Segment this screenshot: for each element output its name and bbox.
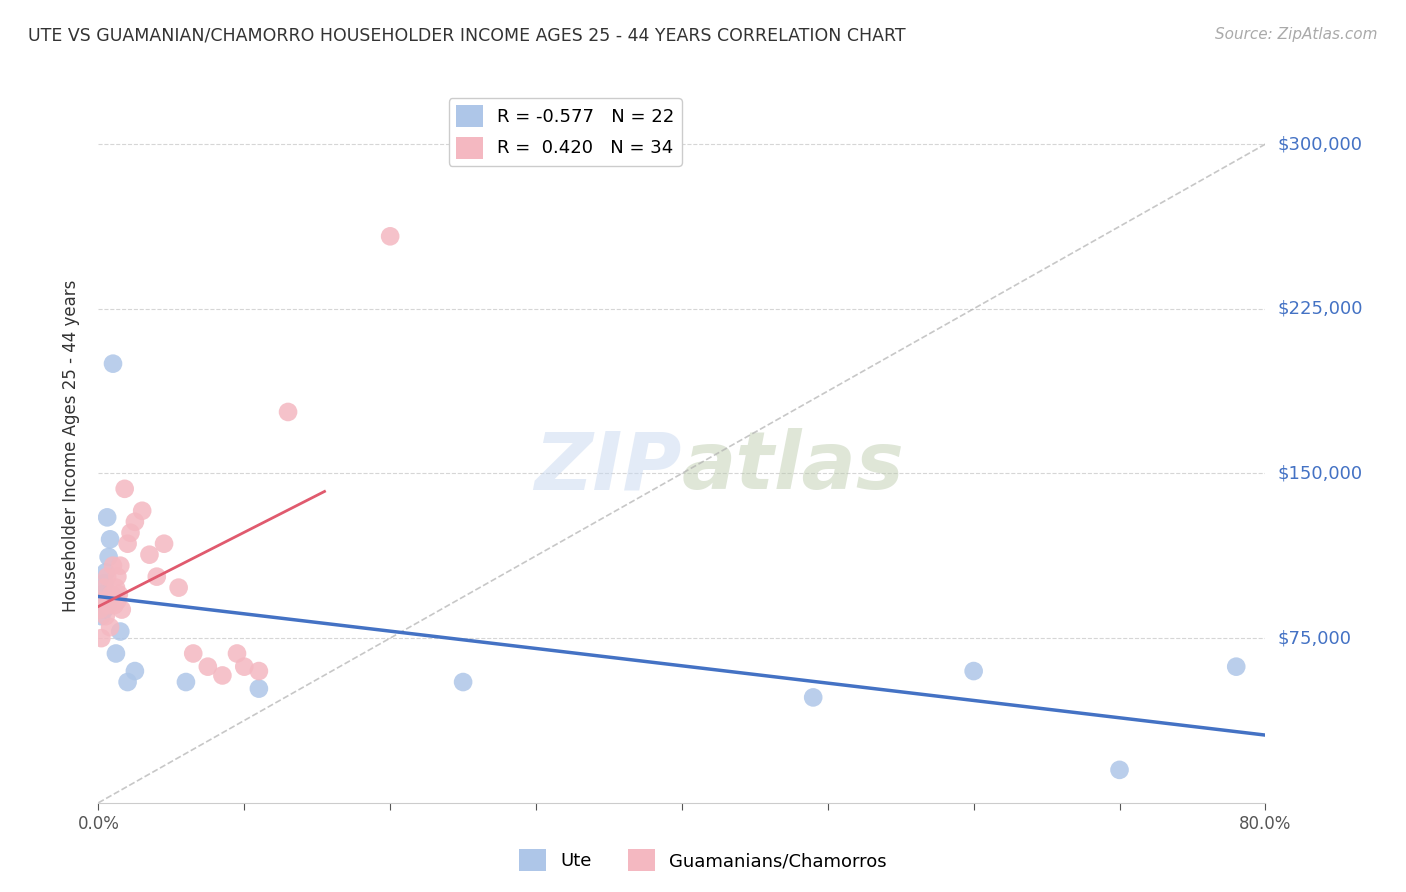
- Point: [103, 598, 125, 612]
- Point: [89, 602, 111, 616]
- Point: [117, 675, 139, 690]
- Point: [247, 681, 270, 696]
- Point: [90, 631, 112, 645]
- Text: $300,000: $300,000: [1277, 135, 1362, 153]
- Point: [962, 664, 984, 678]
- Point: [801, 690, 824, 705]
- Point: [247, 664, 270, 678]
- Point: [96, 510, 118, 524]
- Point: [93, 581, 115, 595]
- Point: [90, 609, 112, 624]
- Point: [97, 549, 120, 564]
- Point: [146, 569, 169, 583]
- Text: ZIP: ZIP: [534, 428, 682, 507]
- Point: [233, 659, 256, 673]
- Point: [97, 598, 120, 612]
- Legend: R = -0.577   N = 22, R =  0.420   N = 34: R = -0.577 N = 22, R = 0.420 N = 34: [449, 98, 682, 166]
- Text: Source: ZipAtlas.com: Source: ZipAtlas.com: [1215, 27, 1378, 42]
- Point: [111, 602, 134, 616]
- Point: [108, 587, 131, 601]
- Point: [94, 566, 117, 580]
- Point: [114, 482, 136, 496]
- Point: [91, 594, 114, 608]
- Point: [181, 647, 204, 661]
- Point: [96, 569, 118, 583]
- Text: $75,000: $75,000: [1277, 629, 1351, 647]
- Point: [89, 602, 111, 616]
- Point: [104, 581, 127, 595]
- Point: [131, 504, 153, 518]
- Point: [153, 537, 176, 551]
- Point: [104, 647, 127, 661]
- Y-axis label: Householder Income Ages 25 - 44 years: Householder Income Ages 25 - 44 years: [62, 280, 80, 612]
- Point: [124, 515, 146, 529]
- Point: [110, 558, 132, 573]
- Point: [451, 675, 474, 690]
- Point: [110, 624, 132, 639]
- Point: [101, 558, 124, 573]
- Point: [96, 598, 118, 612]
- Point: [105, 594, 128, 608]
- Point: [105, 569, 128, 583]
- Point: [1108, 763, 1130, 777]
- Legend: Ute, Guamanians/Chamorros: Ute, Guamanians/Chamorros: [512, 842, 894, 879]
- Point: [138, 548, 160, 562]
- Text: UTE VS GUAMANIAN/CHAMORRO HOUSEHOLDER INCOME AGES 25 - 44 YEARS CORRELATION CHAR: UTE VS GUAMANIAN/CHAMORRO HOUSEHOLDER IN…: [28, 27, 905, 45]
- Text: $225,000: $225,000: [1277, 300, 1362, 318]
- Point: [167, 581, 190, 595]
- Point: [98, 620, 121, 634]
- Point: [93, 576, 115, 591]
- Point: [120, 525, 142, 540]
- Point: [124, 664, 146, 678]
- Point: [100, 587, 122, 601]
- Text: atlas: atlas: [682, 428, 904, 507]
- Text: $150,000: $150,000: [1277, 465, 1362, 483]
- Point: [1225, 659, 1247, 673]
- Point: [174, 675, 197, 690]
- Point: [93, 602, 115, 616]
- Point: [378, 229, 402, 244]
- Point: [94, 609, 117, 624]
- Point: [277, 405, 299, 419]
- Point: [101, 357, 124, 371]
- Point: [117, 537, 139, 551]
- Point: [226, 647, 249, 661]
- Point: [197, 659, 219, 673]
- Point: [211, 668, 233, 682]
- Point: [91, 587, 114, 601]
- Point: [98, 533, 121, 547]
